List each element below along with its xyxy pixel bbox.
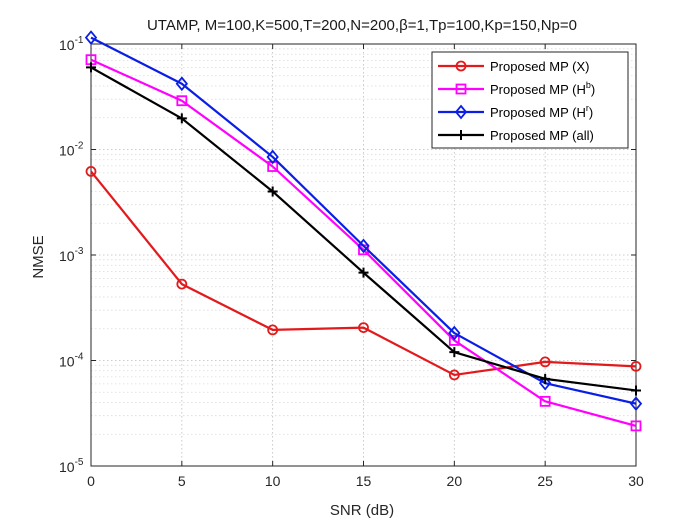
data-point-plus (176, 113, 187, 124)
legend-label: Proposed MP (Hb) (490, 80, 595, 97)
legend-label: Proposed MP (all) (490, 128, 594, 143)
x-tick-label: 20 (447, 473, 463, 489)
data-point-plus (86, 62, 96, 73)
x-tick-label: 15 (356, 473, 372, 489)
data-point-square (455, 83, 467, 95)
data-point-square (630, 420, 642, 432)
data-point-diamond (84, 30, 98, 46)
y-tick-label: 10-1 (59, 35, 84, 53)
chart-title: UTAMP, M=100,K=500,T=200,N=200,β=1,Tp=10… (147, 17, 577, 34)
data-point-square (539, 395, 551, 407)
data-point-plus (540, 373, 551, 384)
data-point-diamond (629, 396, 643, 412)
data-point-plus (267, 186, 278, 197)
plot-area: 0 5 10 15 20 25 30 10-5 10-4 10-3 10-2 10-1 Proposed… (59, 30, 644, 489)
data-point-circle (630, 360, 642, 372)
data-point-circle (85, 166, 97, 177)
legend-label: Proposed MP (X) (490, 59, 589, 74)
x-tick-label: 10 (265, 473, 281, 489)
y-tick-label: 10-2 (59, 141, 84, 159)
data-point-circle (358, 322, 369, 334)
legend: Proposed MP (X) Proposed MP (Hb) Proposed … (431, 51, 629, 149)
legend-label: Proposed MP (Hr) (490, 103, 593, 120)
data-point-diamond (448, 325, 461, 341)
data-point-circle (539, 356, 551, 368)
data-point-plus (449, 347, 460, 358)
data-point-circle (176, 278, 188, 290)
y-tick-label: 10-4 (59, 352, 84, 370)
y-tick-label: 10-3 (59, 246, 84, 264)
x-tick-label: 30 (628, 473, 644, 489)
data-point-diamond (454, 104, 468, 120)
data-point-circle (448, 369, 460, 381)
data-point-diamond (538, 375, 552, 391)
y-axis-label: NMSE (30, 235, 47, 278)
x-tick-label: 25 (537, 473, 553, 489)
data-point-circle (455, 60, 467, 72)
data-point-plus (456, 130, 466, 140)
data-point-diamond (266, 149, 279, 165)
data-point-circle (267, 324, 279, 336)
y-tick-label: 10-5 (59, 457, 84, 475)
data-point-diamond (357, 238, 370, 254)
series-line-1 (90, 170, 637, 377)
data-point-square (448, 335, 460, 346)
series-line-2 (90, 58, 637, 427)
data-point-diamond (175, 76, 189, 92)
x-tick-label: 5 (178, 473, 186, 489)
x-axis-label: SNR (dB) (330, 502, 394, 519)
data-point-square (176, 95, 188, 107)
x-tick-label: 0 (87, 473, 95, 489)
data-point-plus (631, 385, 641, 396)
data-point-plus (358, 267, 369, 278)
